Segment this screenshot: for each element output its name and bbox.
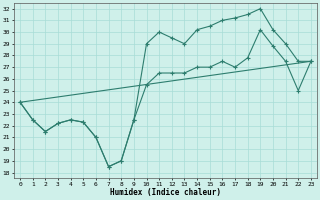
X-axis label: Humidex (Indice chaleur): Humidex (Indice chaleur): [110, 188, 221, 197]
